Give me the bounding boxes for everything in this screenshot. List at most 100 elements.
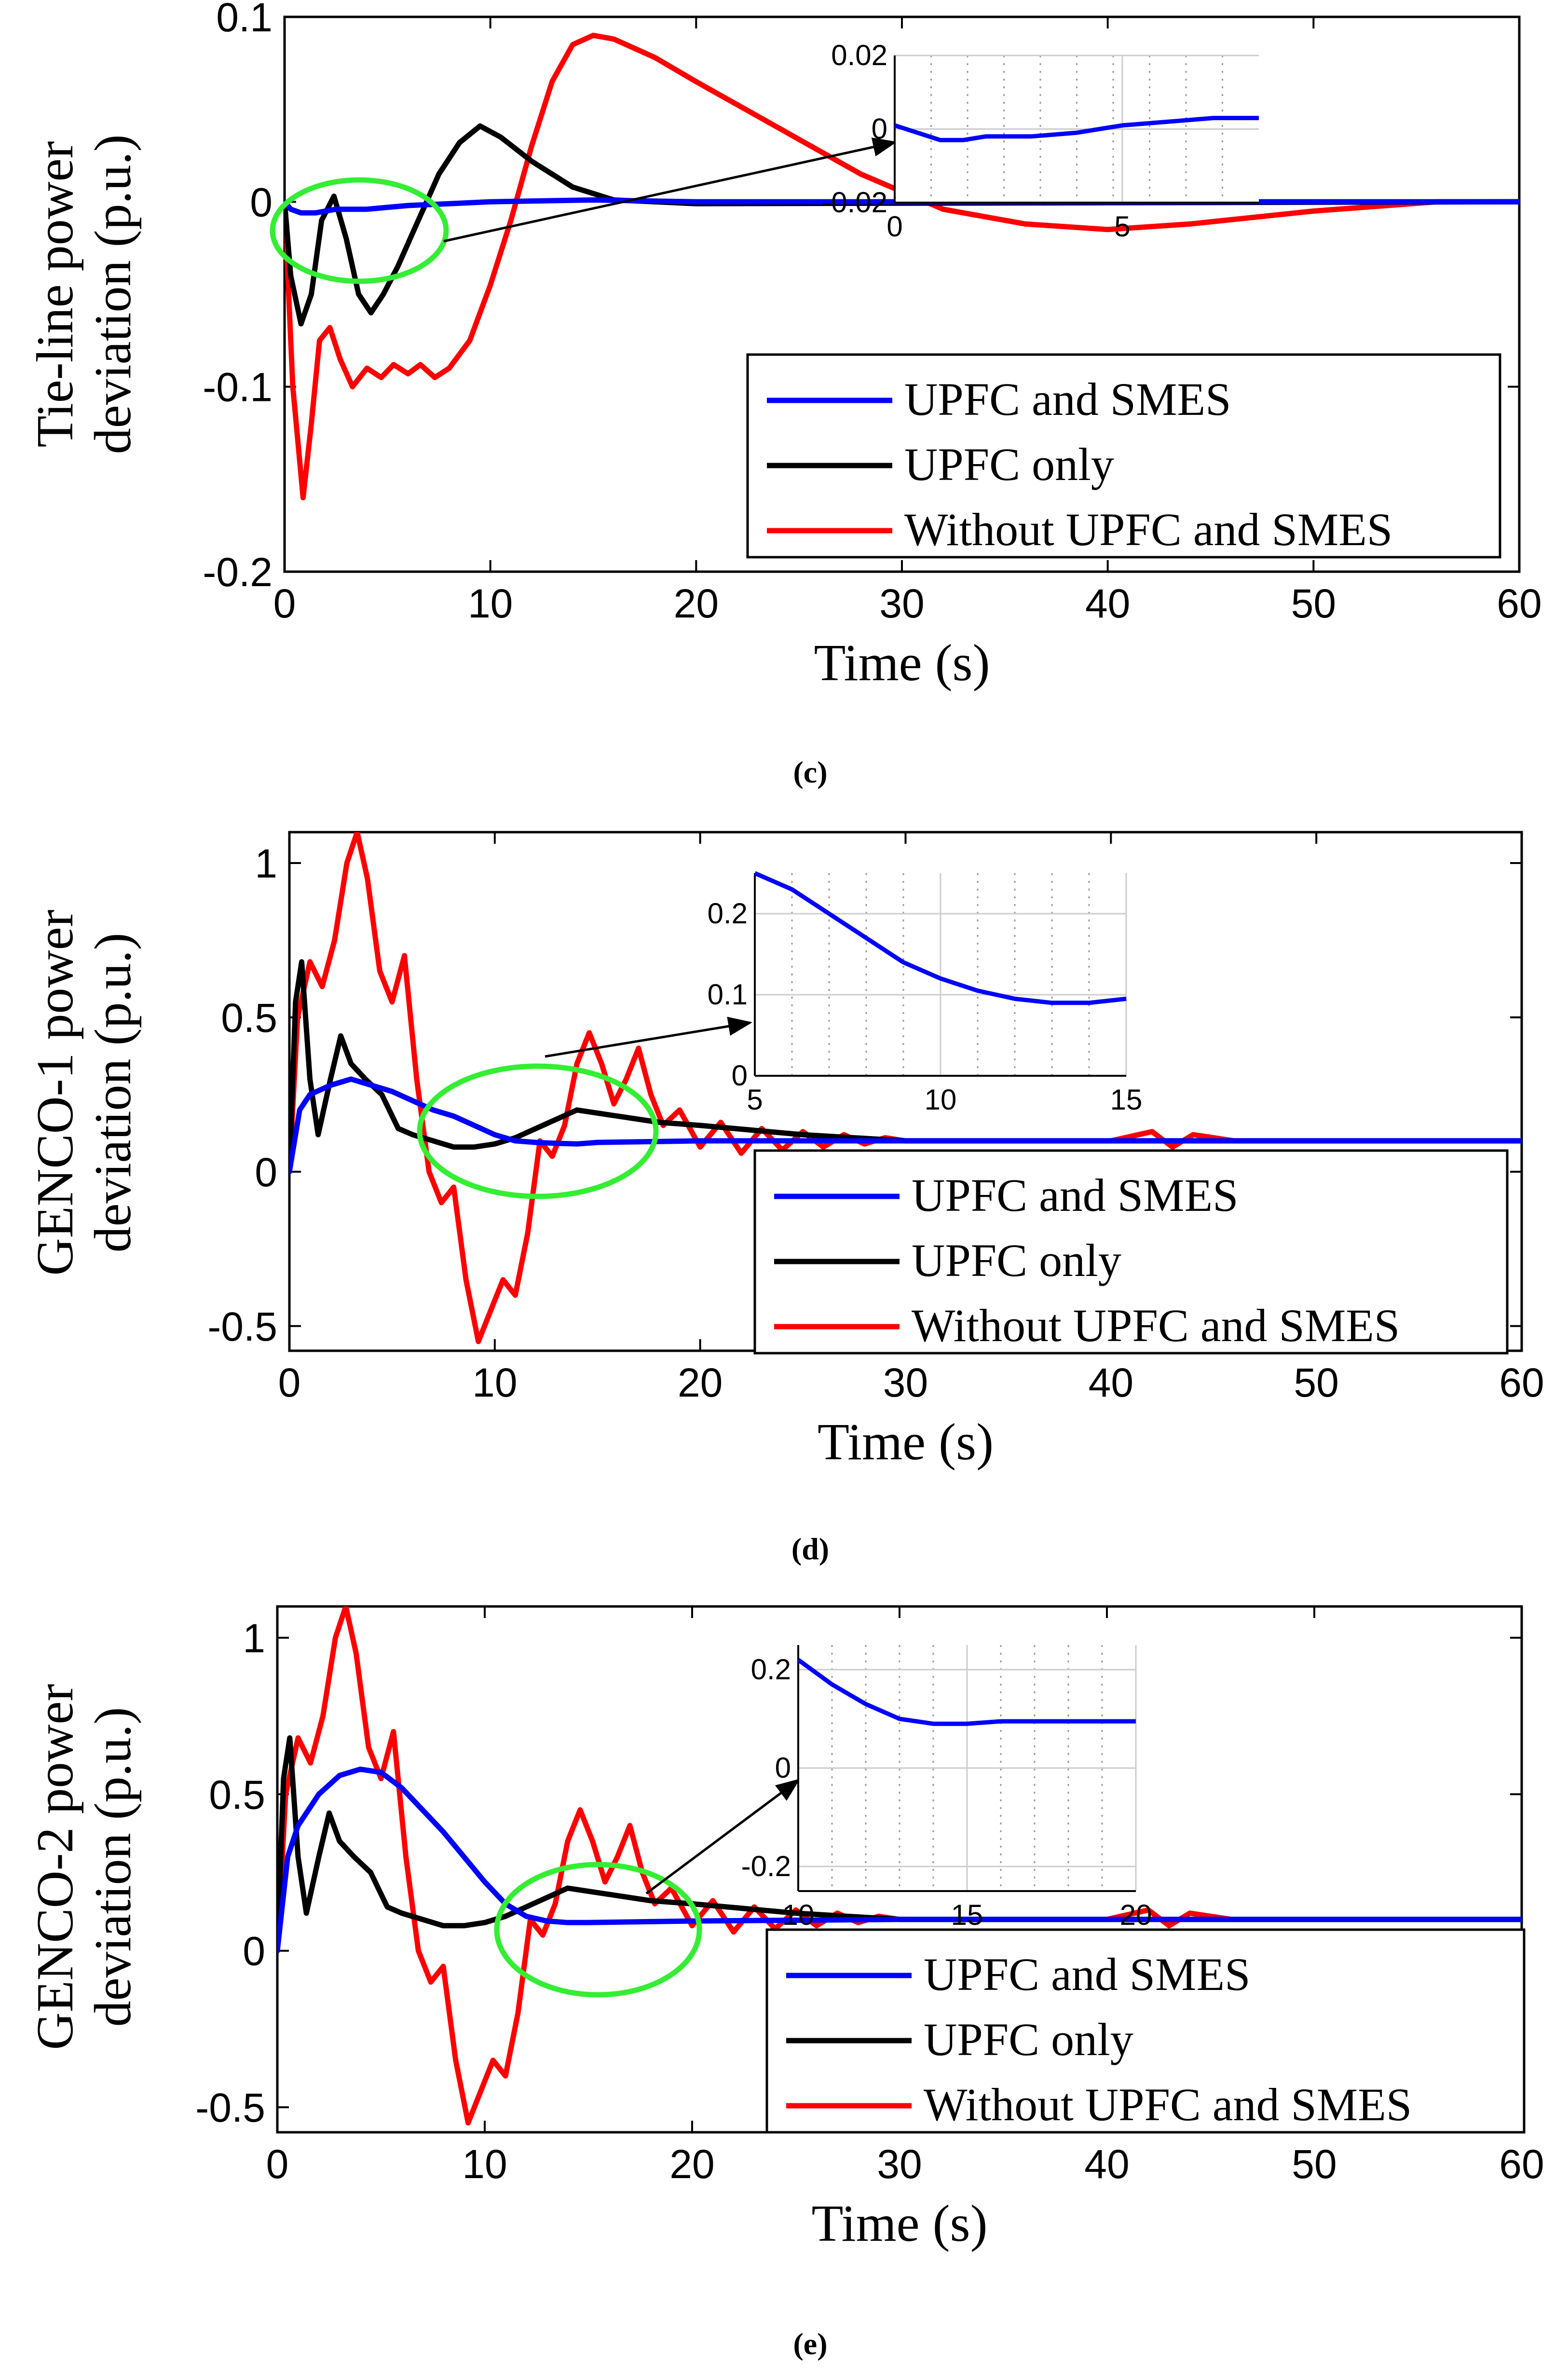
y-axis-label-line: deviation (p.u.) <box>84 135 142 454</box>
inset-y-tick-label: 0 <box>775 1752 791 1784</box>
x-tick-label: 0 <box>278 1360 301 1405</box>
x-tick-label: 40 <box>1084 2141 1129 2187</box>
x-tick-label: 50 <box>1291 581 1336 626</box>
legend: UPFC and SMES UPFC only Without UPFC and S… <box>753 1149 1509 1355</box>
y-axis-label-line: Tie-line power <box>27 141 84 448</box>
legend-box <box>765 1928 1526 2134</box>
y-tick-label: 0 <box>250 179 273 225</box>
legend: UPFC and SMES UPFC only Without UPFC and S… <box>746 353 1501 559</box>
legend-entry-1: UPFC only <box>912 1235 1121 1286</box>
y-tick-label: -0.1 <box>203 365 273 410</box>
legend-entry-1: UPFC only <box>904 439 1114 490</box>
legend-entry-0: UPFC and SMES <box>924 1948 1251 2000</box>
zoom-arrow <box>545 1016 752 1058</box>
x-tick-label: 20 <box>669 2141 714 2187</box>
legend-entry-1: UPFC only <box>924 2014 1133 2065</box>
y-axis-label-line: deviation (p.u.) <box>84 933 142 1253</box>
y-tick-label: 0 <box>255 1150 277 1195</box>
inset-chart: 10 15 20 -0.2 0 0.2 <box>741 1645 1152 1931</box>
x-tick-label: 50 <box>1292 2141 1336 2187</box>
x-tick-label: 40 <box>1085 581 1130 626</box>
x-axis-label: Time (s) <box>814 634 990 692</box>
figure-caption: (d) <box>791 1532 829 1566</box>
x-tick-label: 0 <box>266 2141 289 2187</box>
x-tick-label: 20 <box>678 1360 723 1405</box>
inset-chart: 5 10 15 0 0.1 0.2 <box>708 871 1143 1116</box>
inset-x-tick-label: 10 <box>925 1084 957 1116</box>
x-tick-label: 50 <box>1294 1360 1338 1405</box>
inset-y-tick-label: 0.2 <box>708 897 748 930</box>
series-line-1 <box>289 959 1522 1175</box>
series-line-0 <box>285 197 1519 216</box>
y-tick-label: 0.1 <box>216 0 273 40</box>
series-group <box>285 32 1519 501</box>
series-line-1 <box>285 123 1519 327</box>
y-axis-label-line: GENCO-1 power <box>27 910 84 1276</box>
series-line-0 <box>277 1766 1522 1954</box>
inset-x-tick-label: 15 <box>951 1899 983 1931</box>
x-axis-label: Time (s) <box>811 2195 987 2252</box>
legend: UPFC and SMES UPFC only Without UPFC and S… <box>765 1928 1526 2134</box>
zoom-region-ellipse <box>417 1063 659 1199</box>
inset-y-tick-label: 0.02 <box>831 39 887 71</box>
inset-series-line-0 <box>797 1658 1136 1726</box>
y-tick-label: 1 <box>255 841 277 886</box>
series-line-0 <box>289 1076 1522 1175</box>
inset-y-tick-label: 0.2 <box>751 1653 791 1686</box>
legend-box <box>753 1149 1509 1355</box>
legend-entry-0: UPFC and SMES <box>904 373 1231 425</box>
y-axis-label-line: deviation (p.u.) <box>84 1707 142 2027</box>
series-group <box>277 1606 1522 2126</box>
inset-series-line-0 <box>754 871 1127 1005</box>
x-tick-label: 20 <box>674 581 719 626</box>
inset-x-tick-label: 20 <box>1120 1899 1152 1931</box>
zoom-region-ellipse <box>494 1862 702 1998</box>
x-tick-label: 30 <box>883 1360 928 1405</box>
legend-box <box>746 353 1501 559</box>
y-tick-label: 0 <box>243 1929 265 1974</box>
y-axis-label: GENCO-1 powerdeviation (p.u.) <box>27 910 142 1276</box>
legend-entry-2: Without UPFC and SMES <box>924 2079 1412 2130</box>
x-tick-label: 0 <box>273 581 296 626</box>
y-tick-label: 0.5 <box>209 1772 265 1817</box>
inset-y-tick-label: 0 <box>732 1059 748 1092</box>
inset-series-line-0 <box>894 116 1259 142</box>
x-tick-label: 60 <box>1497 581 1541 626</box>
y-axis-label-line: GENCO-2 power <box>27 1684 84 2050</box>
inset-y-tick-label: -0.02 <box>821 186 887 219</box>
x-axis-label: Time (s) <box>818 1413 994 1471</box>
x-tick-label: 60 <box>1499 1360 1544 1405</box>
y-tick-label: -0.2 <box>203 549 273 595</box>
inset-x-tick-label: 5 <box>747 1084 763 1116</box>
x-tick-label: 30 <box>877 2141 922 2187</box>
zoom-arrow <box>645 1779 801 1895</box>
inset-y-tick-label: -0.2 <box>741 1850 791 1882</box>
x-tick-label: 30 <box>879 581 924 626</box>
legend-entry-2: Without UPFC and SMES <box>904 504 1392 555</box>
inset-y-tick-label: 0 <box>872 113 887 145</box>
series-line-2 <box>285 32 1519 501</box>
legend-entry-0: UPFC and SMES <box>912 1169 1239 1221</box>
x-tick-label: 60 <box>1499 2141 1544 2187</box>
y-tick-label: 0.5 <box>221 995 277 1041</box>
inset-x-tick-label: 5 <box>1114 210 1130 243</box>
inset-x-tick-label: 10 <box>782 1899 815 1931</box>
inset-x-tick-label: 0 <box>886 210 902 243</box>
zoom-arrow <box>443 137 897 243</box>
y-tick-label: -0.5 <box>207 1304 277 1349</box>
figure-caption: (c) <box>793 755 827 789</box>
zoom-region-ellipse <box>270 177 449 284</box>
inset-y-tick-label: 0.1 <box>708 978 748 1011</box>
series-line-1 <box>277 1735 1522 1954</box>
inset-x-tick-label: 15 <box>1110 1084 1143 1116</box>
x-tick-label: 10 <box>472 1360 517 1405</box>
figure-caption: (e) <box>793 2327 827 2361</box>
y-tick-label: 1 <box>243 1616 265 1661</box>
y-tick-label: -0.5 <box>195 2085 265 2130</box>
x-tick-label: 10 <box>462 2141 507 2187</box>
